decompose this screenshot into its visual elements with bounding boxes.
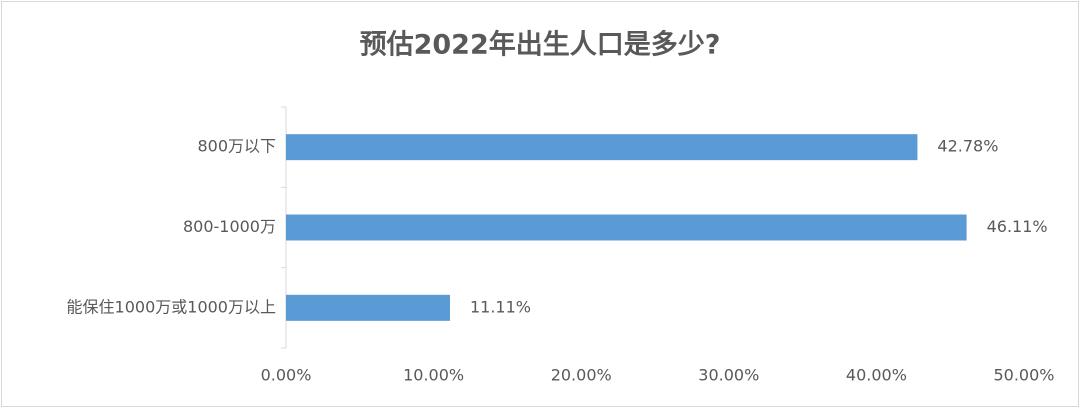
x-tick-label: 30.00% (698, 366, 759, 385)
value-label: 46.11% (987, 217, 1048, 236)
y-tick-label: 800-1000万 (183, 217, 276, 236)
x-tick-label: 0.00% (261, 366, 312, 385)
x-tick-label: 50.00% (993, 366, 1054, 385)
value-label: 11.11% (470, 297, 531, 316)
y-tick-label: 能保住1000万或1000万以上 (67, 297, 276, 316)
value-label: 42.78% (937, 137, 998, 156)
bar (286, 294, 450, 321)
x-tick-label: 10.00% (403, 366, 464, 385)
x-tick-label: 20.00% (551, 366, 612, 385)
bar (286, 214, 967, 241)
y-tick-label: 800万以下 (197, 137, 276, 156)
bar (286, 134, 918, 161)
x-tick-label: 40.00% (846, 366, 907, 385)
chart-title: 预估2022年出生人口是多少? (360, 29, 721, 61)
